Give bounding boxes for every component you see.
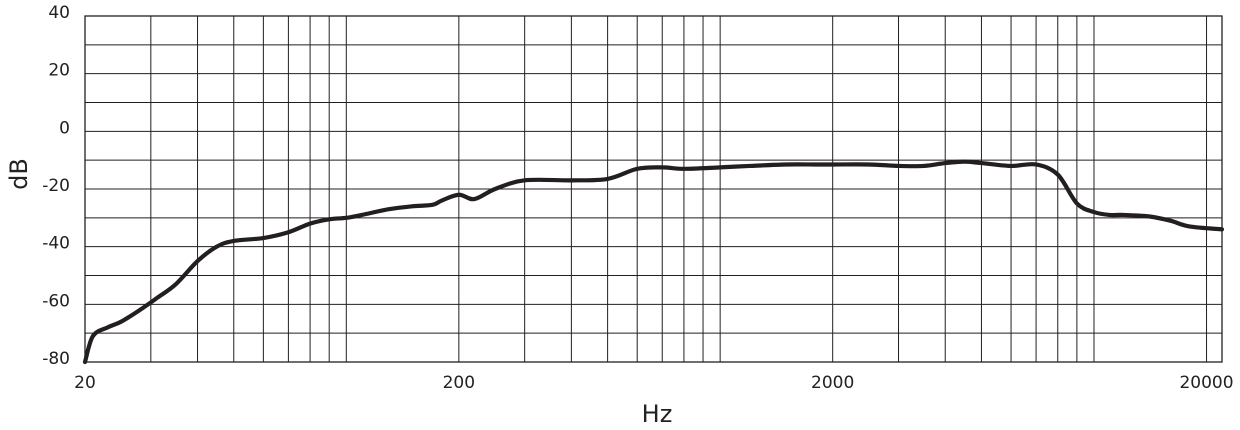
y-tick-label: 20: [48, 61, 70, 81]
y-tick-label: -80: [42, 349, 70, 369]
y-tick-label: 40: [48, 3, 70, 23]
plot-area: [82, 159, 1225, 365]
grid: [84, 15, 1223, 363]
x-tick-label: 200: [443, 373, 475, 393]
y-tick-label: 0: [59, 118, 70, 138]
response-curve: [82, 159, 1225, 365]
x-axis-label: Hz: [642, 400, 673, 428]
y-axis-label: dB: [5, 158, 33, 190]
plot-frame: [84, 15, 1223, 363]
x-tick-label: 20000: [1179, 373, 1233, 393]
x-tick-label: 20: [74, 373, 96, 393]
y-tick-label: -40: [42, 234, 70, 254]
y-tick-label: -60: [42, 291, 70, 311]
x-tick-label: 2000: [811, 373, 854, 393]
y-tick-label: -20: [42, 176, 70, 196]
